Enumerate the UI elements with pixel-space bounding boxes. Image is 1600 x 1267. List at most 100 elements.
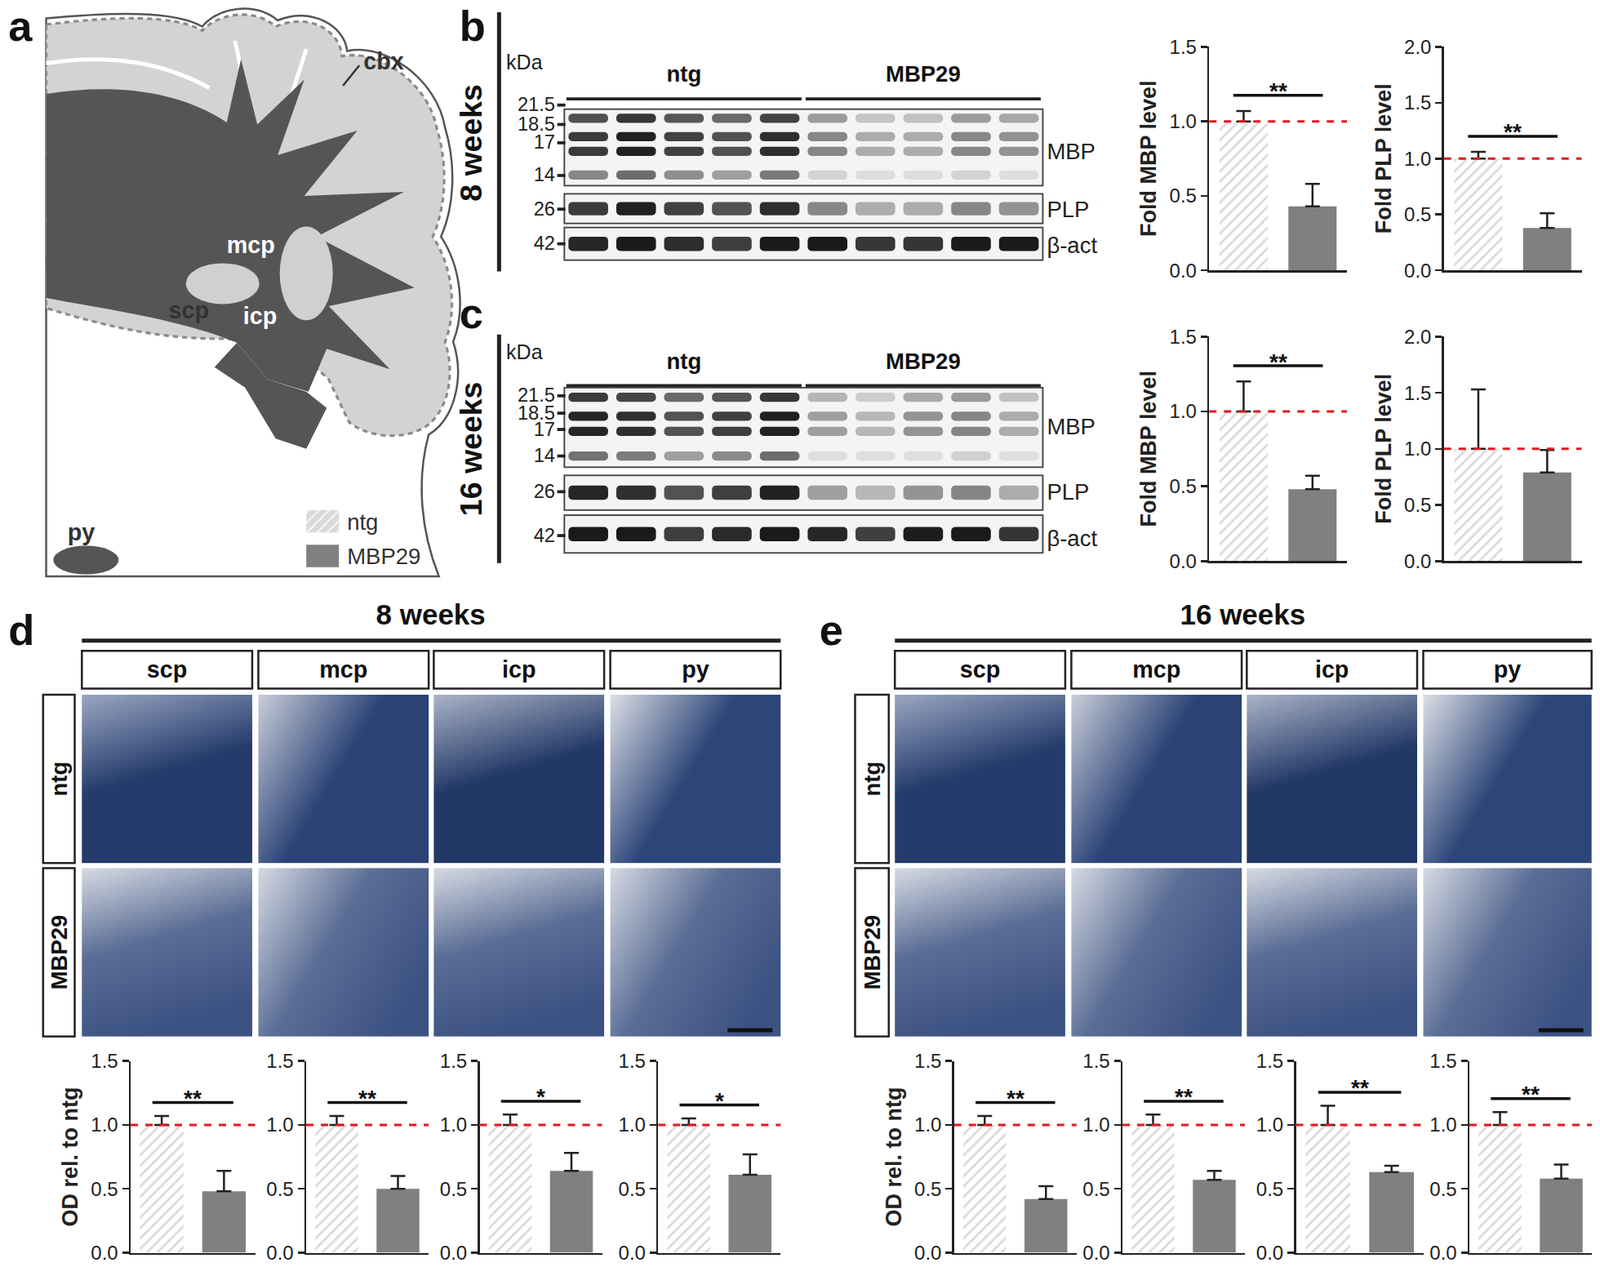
svg-text:0.5: 0.5 [1082,1177,1110,1200]
svg-text:42: 42 [533,524,556,547]
svg-text:0.5: 0.5 [1429,1177,1457,1200]
svg-text:e: e [819,605,844,654]
svg-text:**: ** [358,1085,377,1112]
svg-text:1.5: 1.5 [90,1049,118,1072]
svg-text:mcp: mcp [1132,656,1181,683]
svg-text:21.5: 21.5 [517,93,556,116]
svg-text:1.5: 1.5 [1169,325,1197,348]
svg-text:2.0: 2.0 [1404,35,1432,58]
svg-text:0.0: 0.0 [266,1241,294,1264]
svg-text:1.0: 1.0 [440,1113,467,1136]
svg-text:**: ** [1351,1075,1369,1101]
svg-text:MBP: MBP [1046,138,1096,165]
svg-text:**: ** [183,1085,202,1112]
svg-text:icp: icp [243,302,278,329]
svg-text:1.5: 1.5 [618,1049,646,1072]
svg-text:scp: scp [960,656,1001,683]
svg-text:Fold PLP level: Fold PLP level [1371,83,1396,234]
svg-text:ntg: ntg [666,61,702,87]
svg-text:Fold PLP level: Fold PLP level [1371,373,1396,525]
svg-text:py: py [681,656,710,683]
svg-text:2.0: 2.0 [1404,325,1432,348]
svg-text:icp: icp [1315,656,1350,683]
svg-text:MBP29: MBP29 [859,915,885,991]
svg-text:a: a [8,1,33,50]
svg-text:**: ** [1503,119,1522,145]
svg-text:1.5: 1.5 [266,1049,294,1072]
svg-text:0.0: 0.0 [914,1241,942,1264]
svg-text:0.0: 0.0 [1404,550,1432,573]
svg-text:0.5: 0.5 [440,1177,467,1200]
svg-text:0.5: 0.5 [1169,184,1197,207]
svg-text:18.5: 18.5 [517,402,556,424]
svg-text:8 weeks: 8 weeks [376,598,486,631]
svg-text:PLP: PLP [1046,196,1089,223]
svg-text:py: py [67,519,96,546]
svg-text:scp: scp [168,297,209,324]
svg-text:**: ** [1006,1085,1025,1112]
svg-text:mcp: mcp [319,656,368,683]
svg-text:1.0: 1.0 [1169,110,1197,133]
svg-text:0.0: 0.0 [1256,1241,1284,1264]
svg-text:ntg: ntg [46,761,72,797]
svg-text:1.5: 1.5 [1256,1049,1284,1072]
svg-text:*: * [715,1088,725,1114]
svg-text:0.0: 0.0 [618,1241,646,1264]
svg-text:0.5: 0.5 [1404,203,1432,226]
svg-text:kDa: kDa [506,50,543,74]
svg-text:β-act: β-act [1046,232,1098,258]
svg-text:14: 14 [533,164,556,186]
svg-text:0.5: 0.5 [90,1177,118,1200]
svg-text:1.5: 1.5 [1429,1049,1457,1072]
svg-text:*: * [536,1084,546,1110]
svg-text:16 weeks: 16 weeks [453,382,489,517]
svg-text:26: 26 [533,198,556,220]
svg-text:26: 26 [533,480,556,503]
svg-text:1.0: 1.0 [1404,147,1432,170]
svg-text:17: 17 [533,418,556,440]
svg-text:py: py [1493,656,1522,683]
svg-text:16 weeks: 16 weeks [1180,598,1307,631]
svg-text:1.0: 1.0 [1169,400,1197,423]
svg-text:MBP29: MBP29 [46,915,72,991]
svg-text:1.5: 1.5 [1404,91,1432,114]
svg-text:MBP: MBP [1046,413,1096,440]
svg-text:MBP29: MBP29 [885,348,961,374]
svg-text:1.0: 1.0 [914,1113,942,1136]
svg-text:OD rel. to ntg: OD rel. to ntg [881,1087,907,1227]
svg-text:0.0: 0.0 [1404,259,1432,282]
svg-text:β-act: β-act [1046,525,1098,552]
svg-text:42: 42 [533,232,556,254]
svg-text:MBP29: MBP29 [885,61,961,87]
svg-text:Fold MBP level: Fold MBP level [1136,80,1161,238]
svg-text:18.5: 18.5 [517,113,556,135]
svg-text:21.5: 21.5 [517,384,556,406]
svg-text:0.5: 0.5 [1256,1177,1284,1200]
svg-text:1.5: 1.5 [440,1049,467,1072]
svg-text:0.0: 0.0 [440,1241,467,1264]
svg-text:0.0: 0.0 [1169,259,1197,282]
svg-text:MBP29: MBP29 [346,543,421,569]
svg-text:1.0: 1.0 [1429,1113,1457,1136]
svg-text:1.0: 1.0 [90,1113,118,1136]
svg-text:PLP: PLP [1046,479,1089,505]
svg-text:cbx: cbx [363,48,405,75]
svg-text:14: 14 [533,444,556,467]
svg-text:**: ** [1174,1084,1193,1110]
svg-text:0.0: 0.0 [1429,1241,1457,1264]
svg-text:1.0: 1.0 [266,1113,294,1136]
svg-text:1.5: 1.5 [1169,35,1197,58]
svg-text:d: d [8,605,35,654]
svg-text:1.0: 1.0 [1256,1113,1284,1136]
svg-text:1.5: 1.5 [1082,1049,1110,1072]
svg-text:1.0: 1.0 [618,1113,646,1136]
svg-text:17: 17 [533,131,556,153]
svg-text:Fold MBP level: Fold MBP level [1136,370,1161,528]
svg-text:1.0: 1.0 [1082,1113,1110,1136]
svg-text:mcp: mcp [226,231,276,258]
svg-text:**: ** [1521,1081,1540,1107]
svg-text:scp: scp [146,656,188,683]
svg-text:1.0: 1.0 [1404,437,1432,460]
svg-text:0.5: 0.5 [266,1177,294,1200]
svg-text:ntg: ntg [859,761,885,797]
